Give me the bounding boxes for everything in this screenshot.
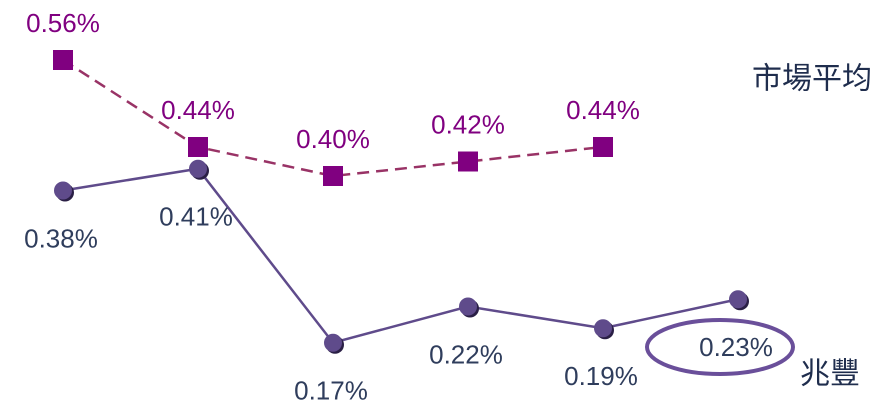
marker xyxy=(53,50,73,70)
series-line xyxy=(62,167,739,345)
data-label: 0.44% xyxy=(161,95,235,125)
marker xyxy=(594,319,612,338)
data-label: 0.22% xyxy=(429,339,503,369)
data-label: 0.42% xyxy=(431,109,505,139)
data-label: 0.44% xyxy=(566,95,640,125)
data-label: 0.23% xyxy=(699,332,773,362)
legend-label: 市場平均 xyxy=(752,62,872,97)
marker xyxy=(324,333,342,352)
data-label: 0.19% xyxy=(564,361,638,391)
data-label: 0.41% xyxy=(159,202,233,232)
marker xyxy=(323,166,343,186)
marker xyxy=(54,181,72,200)
data-label: 0.40% xyxy=(296,124,370,154)
marker xyxy=(189,159,207,178)
marker xyxy=(188,137,208,157)
legend-label: 兆豐 xyxy=(800,357,860,392)
highlight-ring xyxy=(645,318,795,376)
marker xyxy=(729,290,747,309)
marker xyxy=(458,151,478,172)
marker xyxy=(593,137,613,157)
data-label: 0.17% xyxy=(294,376,368,406)
series-line xyxy=(62,58,604,178)
data-label: 0.56% xyxy=(26,8,100,38)
marker xyxy=(459,297,477,316)
data-label: 0.38% xyxy=(24,223,98,253)
